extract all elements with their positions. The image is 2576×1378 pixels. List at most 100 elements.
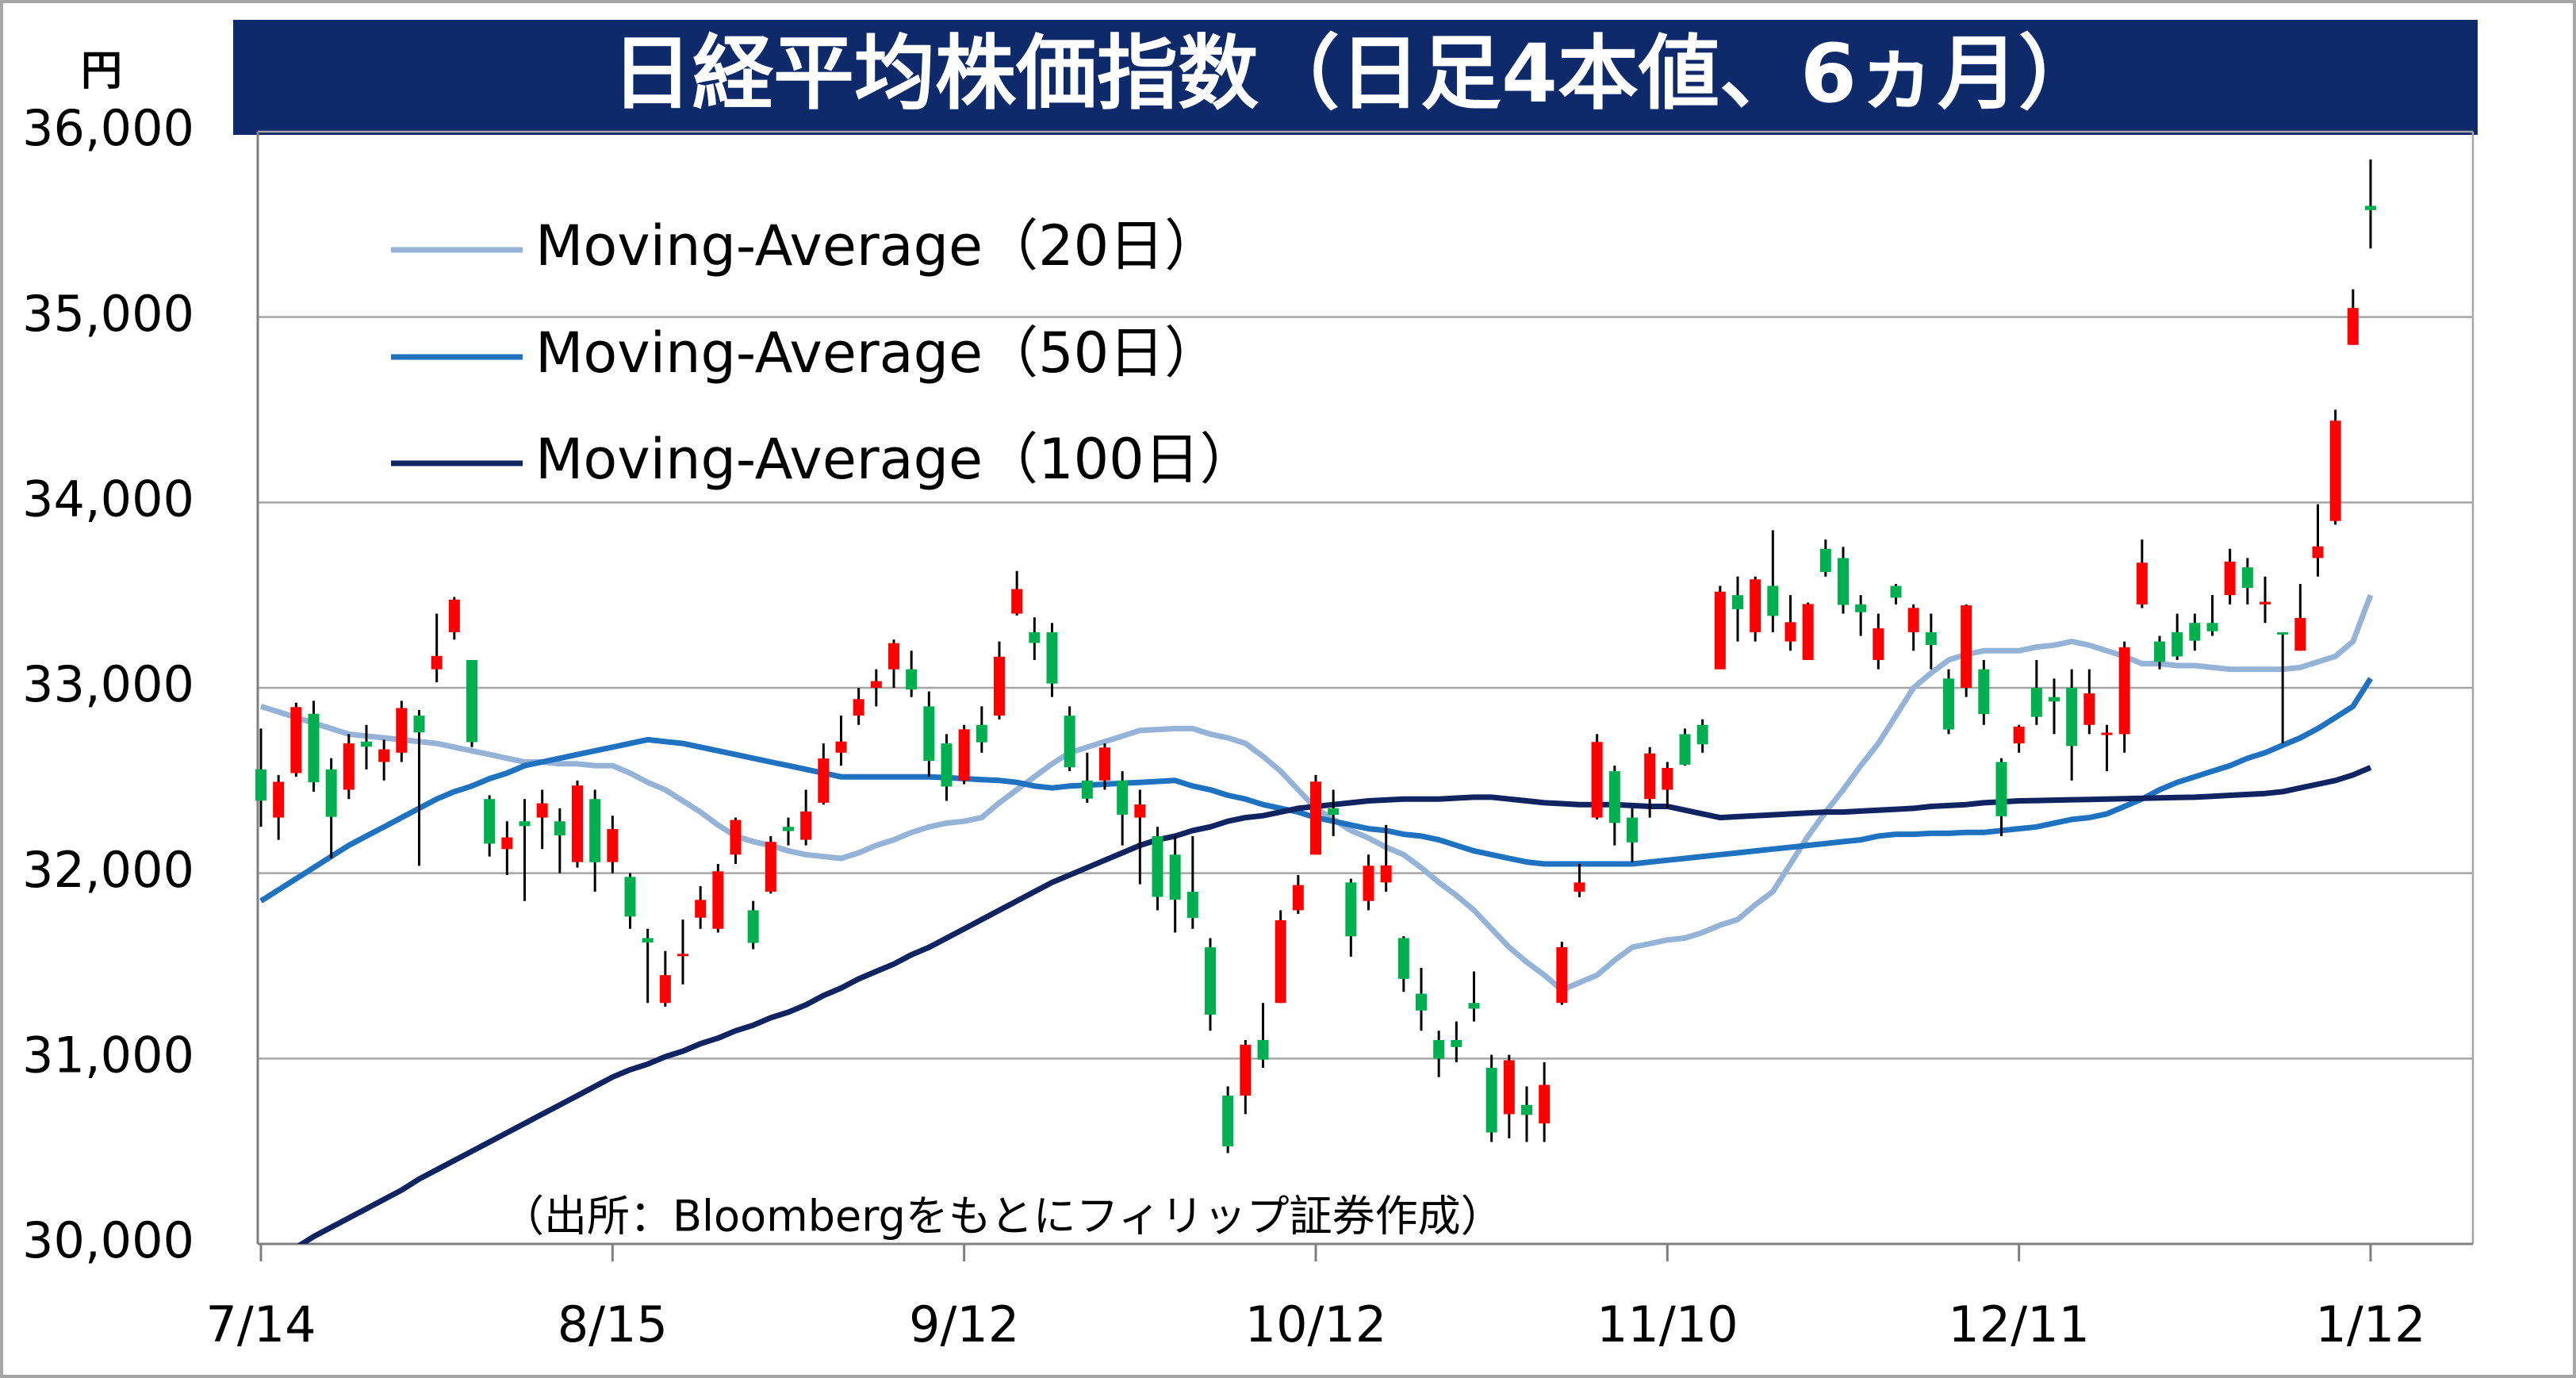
candle-body	[747, 910, 759, 943]
candle-body	[396, 708, 408, 753]
candle-body	[255, 769, 266, 801]
candle-body	[624, 877, 636, 917]
candle-body	[730, 820, 742, 855]
candle-body	[800, 811, 812, 840]
candle-body	[2066, 688, 2078, 747]
candle-body	[466, 659, 477, 743]
candle-body	[1644, 753, 1656, 800]
candle-body	[1995, 762, 2007, 816]
candle-body	[712, 871, 724, 929]
candle-body	[1925, 631, 1937, 646]
candle-body	[2189, 623, 2201, 641]
candle-body	[607, 829, 619, 862]
candle-body	[273, 781, 285, 818]
y-tick-label: 30,000	[22, 1211, 194, 1269]
candle-body	[1117, 780, 1129, 816]
chart-title: 日経平均株価指数（日足4本値、6ヵ月）	[611, 27, 2099, 121]
candle-body	[2118, 647, 2130, 735]
candle-body	[448, 599, 460, 632]
candle-body	[1186, 892, 1198, 918]
candle-body	[589, 799, 601, 862]
candle-body	[1222, 1096, 1234, 1147]
candle-body	[1978, 669, 1990, 715]
x-tick-label: 9/12	[909, 1295, 1019, 1353]
candle-body	[343, 743, 355, 790]
source-note: （出所：Bloombergをもとにフィリップ証券作成）	[501, 1192, 1504, 1242]
candle-body	[1345, 882, 1357, 937]
candle-body	[2030, 688, 2042, 717]
x-tick-label: 10/12	[1245, 1295, 1387, 1353]
candle-body	[308, 713, 320, 783]
candle-body	[1819, 548, 1831, 572]
candle-body	[2172, 631, 2183, 657]
candle-body	[2329, 420, 2341, 521]
candle-body	[1152, 835, 1163, 897]
candle-body	[1169, 854, 1181, 900]
candle-body	[888, 643, 899, 670]
candle-body	[2101, 732, 2113, 735]
candle-body	[677, 954, 688, 957]
candle-body	[1732, 595, 1743, 609]
candle-body	[2013, 726, 2025, 744]
title-bar	[233, 20, 2478, 135]
candle-body	[1397, 938, 1409, 979]
candle-body	[783, 827, 794, 831]
candle-body	[1873, 628, 1884, 660]
candle-body	[1838, 558, 1849, 605]
candle-body	[1011, 589, 1023, 614]
candle-body	[1363, 866, 1374, 901]
legend-label: Moving-Average（50日）	[535, 321, 1220, 386]
candle-body	[378, 749, 390, 762]
candle-body	[1750, 579, 1761, 632]
candle-body	[2294, 617, 2306, 651]
candle-body	[1767, 585, 1779, 616]
candle-body	[1608, 771, 1620, 823]
candle-body	[923, 706, 935, 762]
candle-body	[536, 803, 548, 818]
candle-body	[1574, 882, 1585, 892]
candle-body	[431, 655, 443, 670]
candle-body	[1046, 631, 1058, 684]
candle-body	[853, 699, 864, 716]
x-tick-label: 8/15	[558, 1295, 668, 1353]
x-tick-label: 11/10	[1597, 1295, 1738, 1353]
candle-body	[906, 669, 918, 690]
y-tick-label: 36,000	[22, 99, 194, 157]
candle-body	[484, 799, 496, 844]
candle-body	[1380, 865, 1392, 883]
candle-body	[2154, 641, 2165, 662]
x-tick-label: 12/11	[1948, 1295, 2090, 1353]
candle-body	[994, 656, 1005, 716]
y-tick-label: 31,000	[22, 1026, 194, 1084]
y-unit: 円	[81, 48, 122, 95]
candle-body	[1890, 585, 1902, 598]
candle-body	[572, 785, 583, 862]
candle-body	[1485, 1068, 1497, 1133]
candle-body	[1714, 591, 1726, 670]
candle-body	[1943, 678, 1954, 730]
candle-body	[1029, 631, 1041, 643]
candle-body	[1240, 1044, 1252, 1096]
legend-label: Moving-Average（20日）	[535, 213, 1220, 278]
candle-body	[2260, 601, 2271, 605]
y-tick-label: 34,000	[22, 470, 194, 528]
candle-body	[1662, 767, 1673, 790]
candle-body	[835, 741, 847, 753]
candle-body	[2206, 623, 2218, 631]
candle-body	[413, 716, 425, 733]
y-tick-label: 32,000	[22, 841, 194, 899]
candle-body	[1205, 947, 1216, 1015]
candle-body	[501, 837, 513, 850]
candle-body	[2312, 546, 2324, 558]
candle-body	[958, 729, 970, 781]
candle-body	[1433, 1039, 1445, 1059]
candle-body	[554, 821, 565, 835]
candle-body	[976, 724, 987, 743]
candle-body	[695, 900, 707, 918]
candle-body	[642, 938, 654, 943]
candle-body	[1855, 604, 1867, 612]
candle-body	[1468, 1003, 1480, 1009]
candle-body	[2277, 631, 2289, 635]
